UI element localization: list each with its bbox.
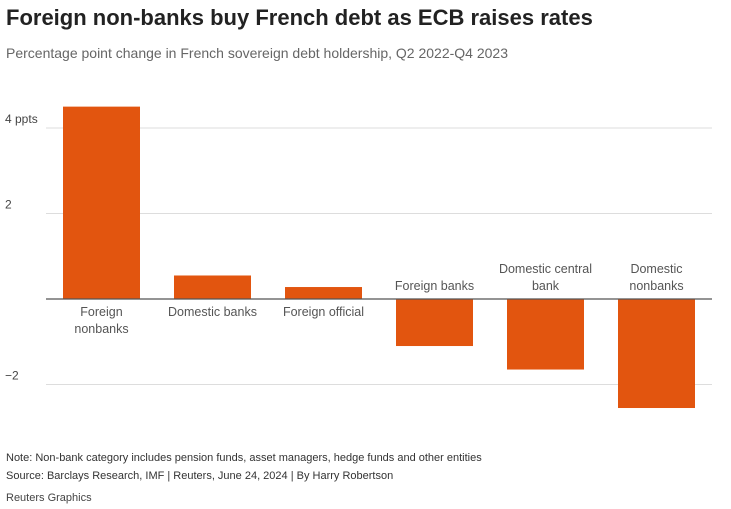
y-tick-label: 4 ppts <box>5 112 38 126</box>
category-label: nonbanks <box>629 279 683 293</box>
category-label: Domestic central <box>499 262 592 276</box>
bar <box>396 299 473 347</box>
chart-title: Foreign non-banks buy French debt as ECB… <box>6 5 593 30</box>
chart-subtitle: Percentage point change in French sovere… <box>6 45 509 61</box>
category-label: Foreign <box>80 305 122 319</box>
y-tick-label: −2 <box>5 369 19 383</box>
category-label: Domestic banks <box>168 305 257 319</box>
category-label: bank <box>532 279 560 293</box>
category-label: Foreign official <box>283 305 364 319</box>
bar <box>285 287 362 299</box>
credit-line: Reuters Graphics <box>6 492 92 504</box>
category-label: Foreign banks <box>395 279 474 293</box>
category-label: Domestic <box>630 262 682 276</box>
bar <box>63 106 140 299</box>
category-label: nonbanks <box>74 322 128 336</box>
y-tick-label: 2 <box>5 198 12 212</box>
bar-chart: 4 ppts 2 −2 Foreign nonbanks Domestic banks Fo… <box>5 106 712 409</box>
footnote: Note: Non-bank category includes pension… <box>6 452 482 464</box>
bar <box>618 299 695 409</box>
bar <box>507 299 584 370</box>
source-line: Source: Barclays Research, IMF | Reuters… <box>6 470 394 482</box>
bar <box>174 275 251 299</box>
